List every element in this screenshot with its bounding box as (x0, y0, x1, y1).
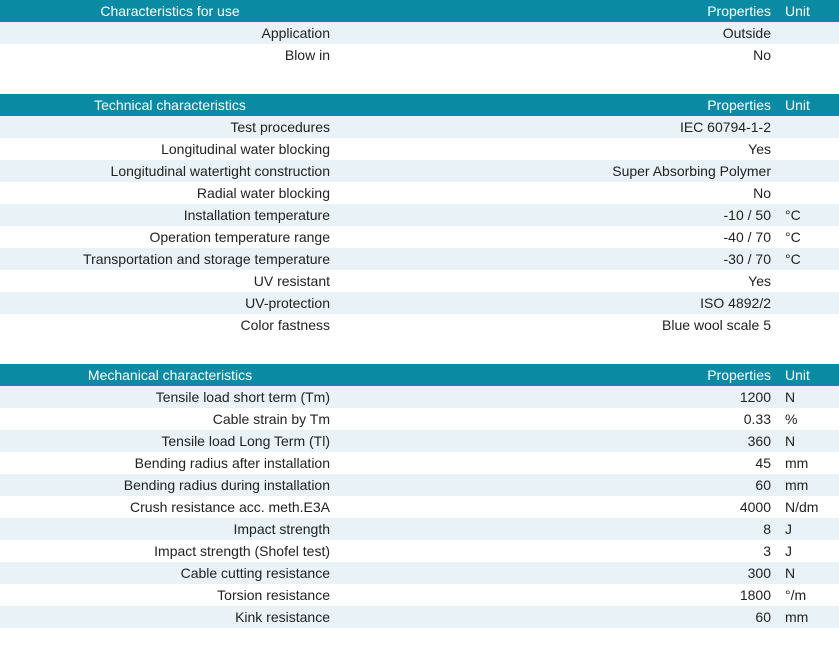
section-mechanical: Mechanical characteristicsPropertiesUnit… (0, 364, 839, 628)
row-unit: J (779, 518, 839, 540)
table-row: Bending radius after installation45mm (0, 452, 839, 474)
row-value: 45 (340, 452, 779, 474)
row-value: 60 (340, 606, 779, 628)
row-label: Longitudinal watertight construction (0, 160, 340, 182)
row-label: Bending radius during installation (0, 474, 340, 496)
row-value: -30 / 70 (340, 248, 779, 270)
section-use: Characteristics for usePropertiesUnitApp… (0, 0, 839, 66)
col-header-properties: Properties (340, 0, 779, 22)
table-row: Impact strength8J (0, 518, 839, 540)
row-label: Transportation and storage temperature (0, 248, 340, 270)
row-value: No (340, 182, 779, 204)
row-value: 4000 (340, 496, 779, 518)
table-row: Cable strain by Tm0.33% (0, 408, 839, 430)
table-row: Torsion resistance1800°/m (0, 584, 839, 606)
row-label: Cable strain by Tm (0, 408, 340, 430)
row-unit: mm (779, 452, 839, 474)
table-row: Longitudinal water blockingYes (0, 138, 839, 160)
row-label: Crush resistance acc. meth.E3A (0, 496, 340, 518)
row-value: 60 (340, 474, 779, 496)
col-header-unit: Unit (779, 0, 839, 22)
row-label: Installation temperature (0, 204, 340, 226)
row-label: Tensile load short term (Tm) (0, 386, 340, 408)
row-value: Yes (340, 270, 779, 292)
row-value: Yes (340, 138, 779, 160)
row-unit: N (779, 562, 839, 584)
row-label: Radial water blocking (0, 182, 340, 204)
table-row: Radial water blockingNo (0, 182, 839, 204)
row-value: 300 (340, 562, 779, 584)
table-row: Longitudinal watertight constructionSupe… (0, 160, 839, 182)
table-row: Crush resistance acc. meth.E3A4000N/dm (0, 496, 839, 518)
row-label: Color fastness (0, 314, 340, 336)
col-header-unit: Unit (779, 94, 839, 116)
row-label: Kink resistance (0, 606, 340, 628)
row-unit: N (779, 386, 839, 408)
row-value: 3 (340, 540, 779, 562)
spec-sheet: Characteristics for usePropertiesUnitApp… (0, 0, 839, 628)
table-row: Bending radius during installation60mm (0, 474, 839, 496)
row-label: Longitudinal water blocking (0, 138, 340, 160)
table-row: Cable cutting resistance300N (0, 562, 839, 584)
table-row: UV-protectionISO 4892/2 (0, 292, 839, 314)
row-value: Super Absorbing Polymer (340, 160, 779, 182)
row-unit: mm (779, 606, 839, 628)
row-unit: J (779, 540, 839, 562)
section-title: Technical characteristics (0, 94, 340, 116)
table-row: ApplicationOutside (0, 22, 839, 44)
row-unit: N/dm (779, 496, 839, 518)
row-value: 360 (340, 430, 779, 452)
row-label: Test procedures (0, 116, 340, 138)
row-unit: °C (779, 248, 839, 270)
row-label: Cable cutting resistance (0, 562, 340, 584)
row-unit: °C (779, 226, 839, 248)
table-row: Impact strength (Shofel test)3J (0, 540, 839, 562)
table-row: Tensile load Long Term (Tl)360N (0, 430, 839, 452)
row-value: 8 (340, 518, 779, 540)
row-label: Impact strength (0, 518, 340, 540)
col-header-properties: Properties (340, 94, 779, 116)
row-value: -40 / 70 (340, 226, 779, 248)
row-label: Application (0, 22, 340, 44)
row-label: UV resistant (0, 270, 340, 292)
table-row: Installation temperature-10 / 50°C (0, 204, 839, 226)
table-row: UV resistantYes (0, 270, 839, 292)
row-label: Bending radius after installation (0, 452, 340, 474)
row-value: No (340, 44, 779, 66)
row-value: Blue wool scale 5 (340, 314, 779, 336)
section-header: Mechanical characteristicsPropertiesUnit (0, 364, 839, 386)
row-value: IEC 60794-1-2 (340, 116, 779, 138)
row-label: Tensile load Long Term (Tl) (0, 430, 340, 452)
row-label: Blow in (0, 44, 340, 66)
table-row: Blow inNo (0, 44, 839, 66)
row-value: ISO 4892/2 (340, 292, 779, 314)
table-row: Kink resistance60mm (0, 606, 839, 628)
row-value: Outside (340, 22, 779, 44)
section-header: Technical characteristicsPropertiesUnit (0, 94, 839, 116)
row-unit: °C (779, 204, 839, 226)
col-header-unit: Unit (779, 364, 839, 386)
row-label: Torsion resistance (0, 584, 340, 606)
row-unit: mm (779, 474, 839, 496)
section-technical: Technical characteristicsPropertiesUnitT… (0, 94, 839, 336)
row-value: 0.33 (340, 408, 779, 430)
table-row: Test proceduresIEC 60794-1-2 (0, 116, 839, 138)
row-value: 1800 (340, 584, 779, 606)
table-row: Operation temperature range-40 / 70°C (0, 226, 839, 248)
row-unit: % (779, 408, 839, 430)
table-row: Tensile load short term (Tm)1200N (0, 386, 839, 408)
row-label: UV-protection (0, 292, 340, 314)
col-header-properties: Properties (340, 364, 779, 386)
row-value: 1200 (340, 386, 779, 408)
section-title: Mechanical characteristics (0, 364, 340, 386)
section-title: Characteristics for use (0, 0, 340, 22)
section-header: Characteristics for usePropertiesUnit (0, 0, 839, 22)
row-label: Impact strength (Shofel test) (0, 540, 340, 562)
row-unit: °/m (779, 584, 839, 606)
row-label: Operation temperature range (0, 226, 340, 248)
row-unit: N (779, 430, 839, 452)
table-row: Transportation and storage temperature-3… (0, 248, 839, 270)
table-row: Color fastnessBlue wool scale 5 (0, 314, 839, 336)
row-value: -10 / 50 (340, 204, 779, 226)
